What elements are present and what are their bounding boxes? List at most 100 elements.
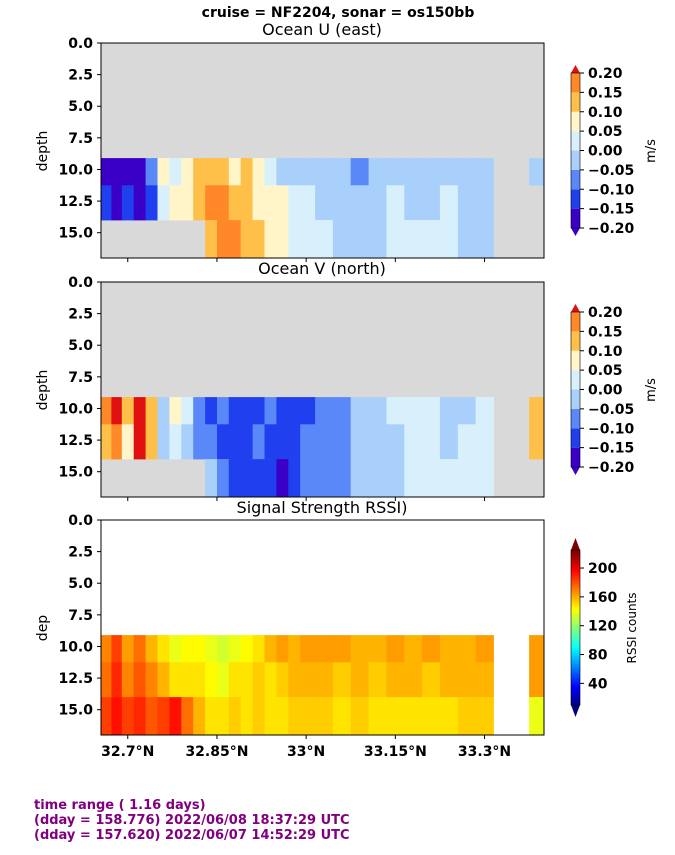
panel-title-rssi: Signal Strength RSSI)	[237, 498, 408, 517]
data-cell	[439, 459, 459, 498]
colorbar-segment	[571, 350, 580, 371]
data-cell	[439, 635, 459, 663]
data-cell	[288, 424, 301, 460]
data-cell	[288, 697, 301, 736]
data-cell	[422, 424, 441, 460]
colorbar-segment	[571, 131, 580, 151]
data-cell	[332, 158, 352, 186]
data-cell	[157, 158, 170, 186]
data-cell	[240, 459, 254, 498]
colorbar-segment	[571, 671, 580, 675]
colorbar-extend-max	[571, 65, 580, 73]
y-axis-label-u: depth	[35, 131, 51, 172]
y-axis-label-rssi: dep	[35, 615, 51, 642]
colorbar-label-u: m/s	[644, 139, 659, 163]
data-cell	[404, 397, 423, 425]
data-cell	[264, 397, 277, 425]
data-cell	[205, 697, 218, 736]
colorbar-segment	[571, 550, 580, 554]
panel-rssi: Signal Strength RSSI) dep 0.0 2.5 5.0 7.5 10…	[35, 498, 639, 760]
data-cell	[350, 397, 369, 425]
colorbar-tick-label: −0.20	[588, 460, 635, 476]
panel-ocean-v: Ocean V (north) depth 0.0 2.5 5.0 7.5 10.0 12…	[35, 259, 659, 501]
data-cell	[205, 424, 218, 460]
data-cell	[368, 397, 387, 425]
data-cell	[300, 635, 316, 663]
y-ticks-v: 0.0 2.5 5.0 7.5 10.0 12.5 15.0	[58, 275, 101, 481]
colorbar-label-v: m/s	[644, 378, 659, 402]
data-cell	[217, 697, 230, 736]
colorbar-segment	[571, 666, 580, 670]
data-cell	[422, 635, 441, 663]
colorbar-segment	[571, 689, 580, 693]
colorbar-segment	[571, 447, 580, 467]
data-cell	[181, 424, 194, 460]
data-cell	[457, 697, 477, 736]
colorbar-segment	[571, 111, 580, 132]
data-cell	[475, 397, 494, 425]
data-cell	[101, 662, 112, 698]
colorbar-segment	[571, 562, 580, 567]
colorbar-tick-label: 0.00	[588, 144, 623, 160]
data-cell	[315, 459, 334, 498]
data-cell	[350, 424, 369, 460]
data-cell	[264, 158, 277, 186]
colorbar-segment	[571, 648, 580, 652]
colorbar-segment	[571, 684, 580, 688]
data-cell	[475, 459, 494, 498]
data-cell	[228, 158, 242, 186]
colorbar-segment	[571, 643, 580, 647]
data-cell	[386, 397, 405, 425]
y-tick-label: 7.5	[68, 370, 93, 386]
data-cell	[404, 697, 423, 736]
data-cell	[315, 424, 334, 460]
colorbar-segment	[571, 699, 580, 704]
data-cell	[315, 158, 334, 186]
y-tick-label: 5.0	[68, 576, 93, 592]
data-cell	[240, 185, 254, 221]
colorbar-tick-label: 0.15	[588, 85, 623, 101]
data-cell	[101, 635, 112, 663]
colorbar-tick-label: 160	[588, 590, 617, 606]
colorbar-segment	[571, 312, 580, 332]
data-cell	[288, 397, 301, 425]
data-cell	[332, 397, 352, 425]
colorbar-segment	[571, 681, 580, 685]
colorbar-tick-label: 0.00	[588, 383, 623, 399]
y-tick-label: 2.5	[68, 545, 93, 561]
data-cell	[101, 697, 112, 736]
data-cell	[439, 158, 459, 186]
panel-title-u: Ocean U (east)	[262, 20, 382, 39]
colorbar-segment	[571, 663, 580, 667]
data-cell	[252, 635, 265, 663]
colorbar-tick-label: 0.20	[588, 305, 623, 321]
data-cell	[228, 635, 242, 663]
data-cell	[205, 158, 218, 186]
x-ticks-rssi: 32.7°N 32.85°N 33°N 33.15°N 33.3°N	[101, 744, 511, 760]
data-cell	[475, 662, 494, 698]
data-cell	[264, 185, 277, 221]
y-tick-label: 15.0	[58, 465, 93, 481]
colorbar-label-rssi: RSSI counts	[625, 592, 639, 663]
data-cell	[169, 397, 182, 425]
data-cell	[181, 158, 194, 186]
data-cell	[386, 158, 405, 186]
colorbar-segment	[571, 609, 580, 613]
data-cell	[252, 662, 265, 698]
data-cell	[169, 662, 182, 698]
data-cell	[404, 185, 423, 221]
data-cell	[422, 662, 441, 698]
data-cell	[217, 397, 230, 425]
colorbar-tick-label: −0.15	[588, 441, 634, 457]
data-cell	[145, 397, 158, 425]
data-cell	[145, 185, 158, 221]
colorbar-v: 0.20 0.15 0.10 0.05 0.00 −0.05 −0.10 −0.15 −0.20	[570, 304, 635, 476]
colorbar-segment	[571, 169, 580, 190]
data-cell	[145, 635, 158, 663]
data-cell	[228, 220, 242, 259]
data-cell	[332, 185, 352, 221]
y-tick-label: 15.0	[58, 703, 93, 719]
colorbar-frame	[570, 549, 581, 706]
data-cell	[169, 158, 182, 186]
colorbar-segment	[571, 679, 580, 683]
